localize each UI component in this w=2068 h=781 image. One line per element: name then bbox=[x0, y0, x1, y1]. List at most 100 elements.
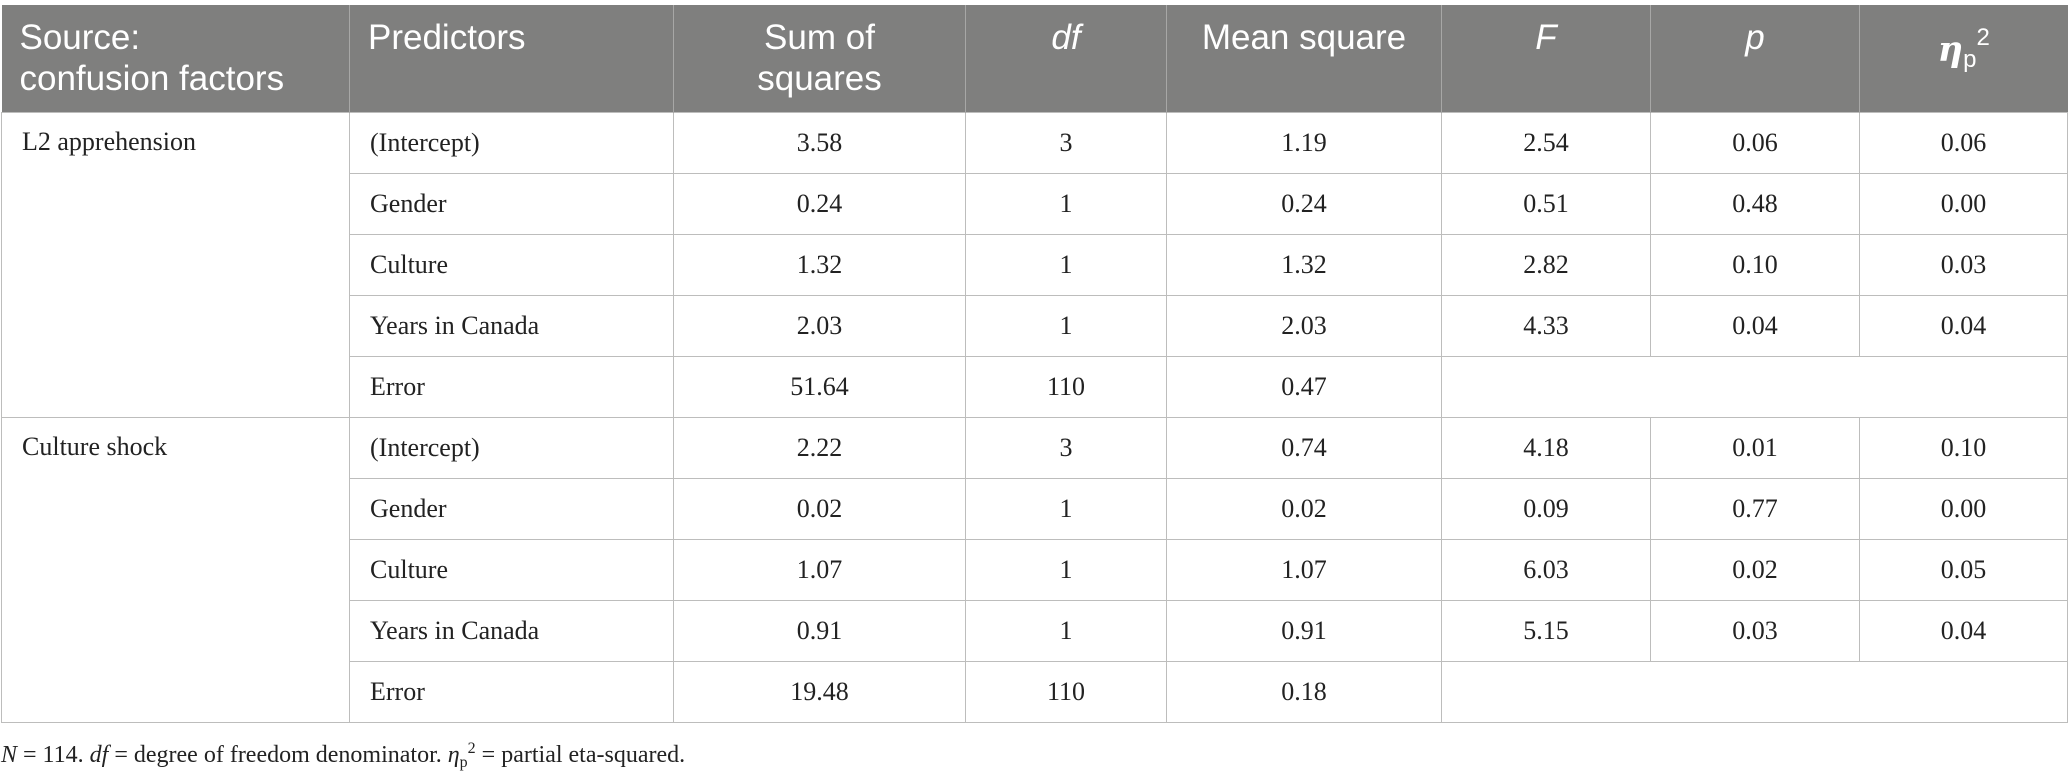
source-cell: L2 apprehension bbox=[1, 111, 350, 418]
header-eta-sup: 2 bbox=[1976, 24, 1990, 51]
footnote-df-rest: = degree of freedom denominator. bbox=[108, 742, 448, 768]
header-sum-line2: squares bbox=[757, 59, 882, 98]
f-cell: 0.09 bbox=[1441, 477, 1651, 540]
header-eta: ηp2 bbox=[1859, 5, 2068, 112]
eta-cell: 0.05 bbox=[1859, 538, 2068, 601]
p-cell: 0.48 bbox=[1650, 172, 1860, 235]
table-row: Error 19.48 110 0.18 bbox=[2, 660, 2068, 723]
table-row: Error 51.64 110 0.47 bbox=[2, 355, 2068, 418]
anova-table-container: Source: confusion factors Predictors Sum … bbox=[1, 5, 2068, 723]
mean-square-cell: 1.19 bbox=[1166, 111, 1442, 174]
eta-cell: 0.04 bbox=[1859, 599, 2068, 662]
empty-cell bbox=[1441, 660, 2068, 723]
eta-cell: 0.00 bbox=[1859, 172, 2068, 235]
predictor-cell: Gender bbox=[349, 477, 674, 540]
p-cell: 0.77 bbox=[1650, 477, 1860, 540]
header-eta-sub: p bbox=[1963, 46, 1977, 73]
header-source: Source: confusion factors bbox=[1, 5, 350, 112]
mean-square-cell: 0.91 bbox=[1166, 599, 1442, 662]
eta-cell: 0.10 bbox=[1859, 416, 2068, 479]
footnote-df-var: df bbox=[89, 742, 109, 768]
mean-square-cell: 0.02 bbox=[1166, 477, 1442, 540]
df-cell: 1 bbox=[965, 294, 1167, 357]
f-cell: 2.82 bbox=[1441, 233, 1651, 296]
df-cell: 3 bbox=[965, 416, 1167, 479]
p-cell: 0.10 bbox=[1650, 233, 1860, 296]
header-df: df bbox=[965, 5, 1167, 112]
predictor-cell: Error bbox=[349, 355, 674, 418]
predictor-cell: (Intercept) bbox=[349, 111, 674, 174]
eta-cell: 0.06 bbox=[1859, 111, 2068, 174]
sum-of-squares-cell: 1.07 bbox=[673, 538, 966, 601]
table-row: Gender 0.24 1 0.24 0.51 0.48 0.00 bbox=[2, 172, 2068, 235]
header-eta-symbol: η bbox=[1937, 29, 1964, 70]
df-cell: 1 bbox=[965, 172, 1167, 235]
predictor-cell: Years in Canada bbox=[349, 294, 674, 357]
predictor-cell: Years in Canada bbox=[349, 599, 674, 662]
sum-of-squares-cell: 0.91 bbox=[673, 599, 966, 662]
mean-square-cell: 0.74 bbox=[1166, 416, 1442, 479]
predictor-cell: Gender bbox=[349, 172, 674, 235]
df-cell: 3 bbox=[965, 111, 1167, 174]
header-f: F bbox=[1441, 5, 1651, 112]
p-cell: 0.03 bbox=[1650, 599, 1860, 662]
table-row: Years in Canada 2.03 1 2.03 4.33 0.04 0.… bbox=[2, 294, 2068, 357]
anova-table: Source: confusion factors Predictors Sum … bbox=[1, 5, 2068, 723]
sum-of-squares-cell: 51.64 bbox=[673, 355, 966, 418]
df-cell: 1 bbox=[965, 538, 1167, 601]
p-cell: 0.02 bbox=[1650, 538, 1860, 601]
footnote-eta-sub: p bbox=[459, 754, 468, 771]
eta-cell: 0.03 bbox=[1859, 233, 2068, 296]
p-cell: 0.04 bbox=[1650, 294, 1860, 357]
table-row: Gender 0.02 1 0.02 0.09 0.77 0.00 bbox=[2, 477, 2068, 540]
df-cell: 1 bbox=[965, 477, 1167, 540]
predictor-cell: Culture bbox=[349, 538, 674, 601]
source-cell: Culture shock bbox=[1, 416, 350, 723]
sum-of-squares-cell: 1.32 bbox=[673, 233, 966, 296]
sum-of-squares-cell: 2.22 bbox=[673, 416, 966, 479]
df-cell: 1 bbox=[965, 233, 1167, 296]
footnote-n-rest: = 114. bbox=[17, 742, 90, 768]
footnote-eta-rest: = partial eta-squared. bbox=[475, 742, 686, 768]
predictor-cell: Error bbox=[349, 660, 674, 723]
f-cell: 4.33 bbox=[1441, 294, 1651, 357]
header-sum-of-squares: Sum of squares bbox=[673, 5, 966, 112]
sum-of-squares-cell: 0.02 bbox=[673, 477, 966, 540]
table-row: Years in Canada 0.91 1 0.91 5.15 0.03 0.… bbox=[2, 599, 2068, 662]
sum-of-squares-cell: 19.48 bbox=[673, 660, 966, 723]
p-cell: 0.06 bbox=[1650, 111, 1860, 174]
footnote-eta-symbol: η bbox=[447, 742, 460, 768]
mean-square-cell: 0.47 bbox=[1166, 355, 1442, 418]
f-cell: 5.15 bbox=[1441, 599, 1651, 662]
table-body: L2 apprehension (Intercept) 3.58 3 1.19 … bbox=[1, 111, 2068, 723]
mean-square-cell: 1.32 bbox=[1166, 233, 1442, 296]
header-sum-line1: Sum of bbox=[764, 18, 875, 57]
predictor-cell: (Intercept) bbox=[349, 416, 674, 479]
header-p: p bbox=[1650, 5, 1860, 112]
f-cell: 2.54 bbox=[1441, 111, 1651, 174]
footnote-eta-sup: 2 bbox=[467, 740, 476, 757]
df-cell: 110 bbox=[965, 660, 1167, 723]
sum-of-squares-cell: 2.03 bbox=[673, 294, 966, 357]
mean-square-cell: 2.03 bbox=[1166, 294, 1442, 357]
predictor-cell: Culture bbox=[349, 233, 674, 296]
empty-cell bbox=[1441, 355, 2068, 418]
mean-square-cell: 0.24 bbox=[1166, 172, 1442, 235]
header-mean-square: Mean square bbox=[1166, 5, 1442, 112]
eta-cell: 0.00 bbox=[1859, 477, 2068, 540]
header-row: Source: confusion factors Predictors Sum … bbox=[1, 5, 2068, 112]
table-row: Culture 1.07 1 1.07 6.03 0.02 0.05 bbox=[2, 538, 2068, 601]
sum-of-squares-cell: 0.24 bbox=[673, 172, 966, 235]
sum-of-squares-cell: 3.58 bbox=[673, 111, 966, 174]
table-row: Culture shock (Intercept) 2.22 3 0.74 4.… bbox=[1, 416, 2068, 723]
table-row: L2 apprehension (Intercept) 3.58 3 1.19 … bbox=[1, 111, 2068, 418]
df-cell: 1 bbox=[965, 599, 1167, 662]
header-source-line1: Source: bbox=[19, 18, 141, 57]
header-source-line2: confusion factors bbox=[19, 59, 285, 98]
header-predictors: Predictors bbox=[349, 5, 674, 112]
f-cell: 0.51 bbox=[1441, 172, 1651, 235]
footnote-n-var: N bbox=[1, 742, 18, 768]
mean-square-cell: 0.18 bbox=[1166, 660, 1442, 723]
df-cell: 110 bbox=[965, 355, 1167, 418]
mean-square-cell: 1.07 bbox=[1166, 538, 1442, 601]
